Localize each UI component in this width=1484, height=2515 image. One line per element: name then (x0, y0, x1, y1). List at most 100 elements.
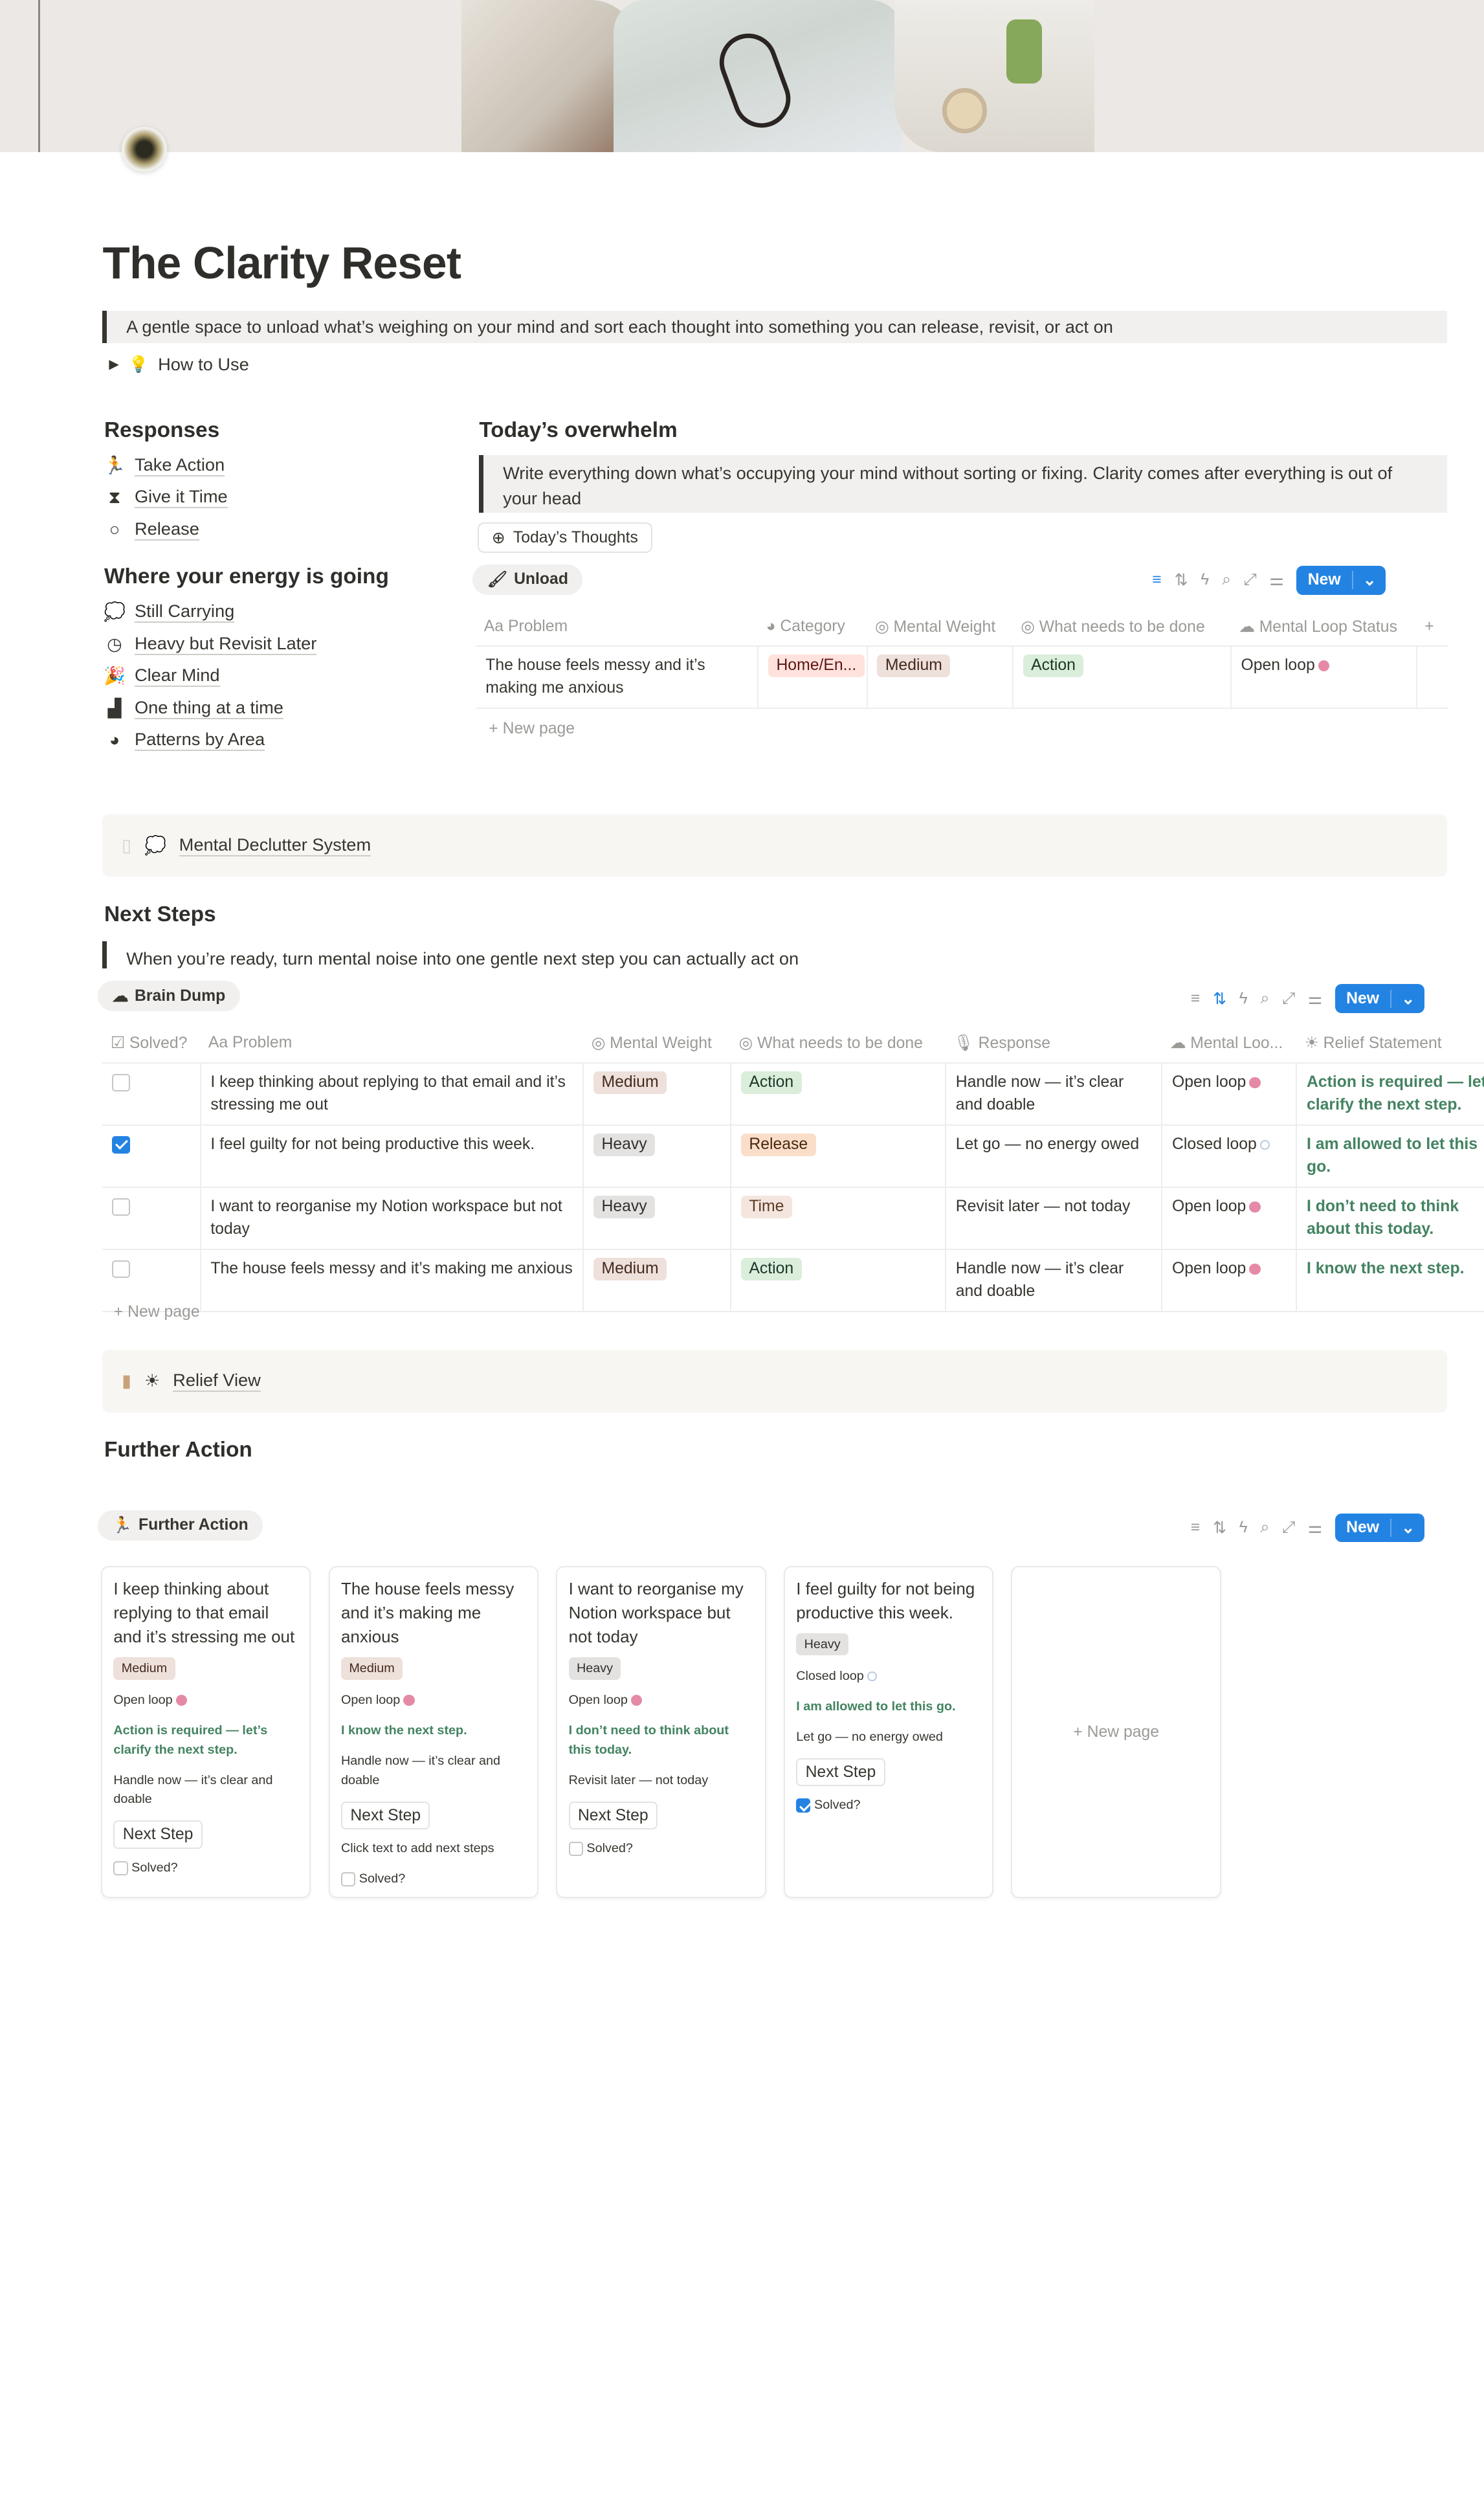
search-icon[interactable]: ⌕ (1260, 989, 1270, 1007)
filter-icon[interactable]: ≡ (1190, 1518, 1201, 1536)
new-page-button[interactable]: + New page (114, 1303, 200, 1321)
cell-response[interactable]: Revisit later — not today (944, 1186, 1162, 1249)
board-card[interactable]: The house feels messy and it’s making me… (328, 1566, 538, 1898)
cell-solved[interactable] (102, 1248, 201, 1313)
link-patterns[interactable]: ◕ Patterns by Area (104, 724, 441, 756)
lightning-icon[interactable]: ϟ (1201, 571, 1210, 589)
link-take-action[interactable]: 🏃 Take Action (104, 449, 441, 482)
col-solved[interactable]: ☑ Solved? (102, 1024, 200, 1062)
new-label[interactable]: New (1335, 989, 1392, 1008)
tab-further-action[interactable]: 🏃 Further Action (98, 1510, 263, 1541)
cell-solved[interactable] (102, 1062, 201, 1125)
solved-checkbox[interactable] (113, 1861, 128, 1875)
cell-problem[interactable]: I feel guilty for not being productive t… (199, 1124, 584, 1187)
cell-loop[interactable]: Open loop (1161, 1186, 1297, 1249)
chevron-down-icon[interactable]: ⌄ (1401, 1519, 1415, 1537)
next-step-button[interactable]: Next Step (340, 1801, 430, 1830)
link-give-it-time[interactable]: ⧗ Give it Time (104, 482, 441, 514)
solved-checkbox[interactable] (340, 1872, 356, 1887)
col-what-needs[interactable]: ◎ What needs to be done (731, 1024, 946, 1062)
cell-weight[interactable]: Medium (582, 1248, 731, 1313)
search-icon[interactable]: ⌕ (1260, 1518, 1270, 1536)
cell-todo[interactable]: Action (730, 1248, 946, 1313)
card-note[interactable]: Click text to add next steps (340, 1841, 494, 1856)
cell-loop[interactable]: Open loop (1161, 1248, 1297, 1313)
table-row[interactable]: I keep thinking about replying to that e… (102, 1062, 1484, 1125)
cell-problem[interactable]: I want to reorganise my Notion workspace… (199, 1186, 584, 1249)
expand-icon[interactable]: ⤢ (1282, 989, 1295, 1007)
card-solved[interactable]: Solved? (568, 1839, 754, 1859)
link-clear-mind[interactable]: 🎉 Clear Mind (104, 660, 441, 692)
new-page-button[interactable]: + New page (489, 720, 575, 738)
cell-weight[interactable]: Medium (582, 1062, 731, 1125)
tab-brain-dump[interactable]: ☁ Brain Dump (98, 981, 240, 1012)
new-button[interactable]: New ⌄ (1334, 1513, 1424, 1543)
solved-checkbox[interactable] (796, 1798, 811, 1813)
board-card[interactable]: I want to reorganise my Notion workspace… (556, 1566, 766, 1898)
table-row[interactable]: I want to reorganise my Notion workspace… (102, 1186, 1484, 1249)
lightning-icon[interactable]: ϟ (1239, 989, 1248, 1007)
cell-response[interactable]: Handle now — it’s clear and doable (944, 1062, 1162, 1125)
cell-relief[interactable]: I don’t need to think about this today. (1296, 1186, 1484, 1249)
col-problem[interactable]: Aa Problem (476, 607, 758, 645)
col-response[interactable]: 🎙 Response (946, 1024, 1162, 1062)
cell-loop[interactable]: Open loop (1230, 645, 1417, 709)
cell-weight[interactable]: Heavy (582, 1124, 731, 1187)
solved-checkbox[interactable] (112, 1136, 130, 1154)
cell-solved[interactable] (102, 1124, 201, 1187)
cell-response[interactable]: Let go — no energy owed (944, 1124, 1162, 1187)
solved-checkbox[interactable] (112, 1198, 130, 1216)
new-button[interactable]: New ⌄ (1296, 566, 1386, 595)
tab-unload[interactable]: 🖌 Unload (472, 564, 583, 595)
table-row[interactable]: The house feels messy and it’s making me… (476, 645, 1449, 709)
new-card[interactable]: + New page (1011, 1566, 1221, 1898)
cell-problem[interactable]: The house feels messy and it’s making me… (476, 645, 759, 709)
card-solved[interactable]: Solved? (340, 1870, 526, 1889)
page-icon[interactable] (122, 126, 167, 172)
solved-checkbox[interactable] (112, 1260, 130, 1279)
table-row[interactable]: The house feels messy and it’s making me… (102, 1248, 1484, 1313)
new-label[interactable]: New (1335, 1518, 1392, 1537)
settings-sliders-icon[interactable]: ⚌ (1269, 572, 1284, 590)
link-heavy-revisit[interactable]: ◷ Heavy but Revisit Later (104, 628, 441, 660)
todays-thoughts-button[interactable]: ⊕ Today’s Thoughts (477, 522, 652, 553)
link-still-carrying[interactable]: 💭 Still Carrying (104, 596, 441, 628)
cell-solved[interactable] (102, 1186, 201, 1249)
col-mental-weight[interactable]: ◎ Mental Weight (867, 607, 1013, 645)
lightning-icon[interactable]: ϟ (1239, 1518, 1248, 1536)
table-row[interactable]: I feel guilty for not being productive t… (102, 1124, 1484, 1187)
search-icon[interactable]: ⌕ (1222, 571, 1231, 589)
how-to-use-toggle[interactable]: ▶ 💡 How to Use (109, 354, 249, 375)
relief-view-link[interactable]: Relief View (173, 1370, 261, 1392)
board-card[interactable]: I keep thinking about replying to that e… (101, 1566, 311, 1898)
next-step-button[interactable]: Next Step (796, 1758, 885, 1787)
new-label[interactable]: New (1296, 571, 1353, 590)
new-button[interactable]: New ⌄ (1334, 984, 1424, 1013)
cell-loop[interactable]: Open loop (1161, 1062, 1297, 1125)
cell-relief[interactable]: I know the next step. (1296, 1248, 1484, 1313)
link-one-thing[interactable]: ▟ One thing at a time (104, 692, 441, 724)
cell-problem[interactable]: I keep thinking about replying to that e… (199, 1062, 584, 1125)
card-solved[interactable]: Solved? (796, 1796, 981, 1815)
cell-todo[interactable]: Release (730, 1124, 946, 1187)
expand-icon[interactable]: ⤢ (1282, 1518, 1295, 1536)
col-loop-status[interactable]: ☁ Mental Loop Status (1231, 607, 1417, 645)
cell-weight[interactable]: Heavy (582, 1186, 731, 1249)
col-mental-loop[interactable]: ☁ Mental Loo... (1162, 1024, 1296, 1062)
sort-icon[interactable]: ⇅ (1213, 990, 1226, 1008)
col-what-needs[interactable]: ◎ What needs to be done (1013, 607, 1231, 645)
next-step-button[interactable]: Next Step (568, 1801, 658, 1830)
chevron-down-icon[interactable]: ⌄ (1362, 572, 1377, 590)
triangle-right-icon[interactable]: ▶ (109, 357, 119, 372)
mental-declutter-link[interactable]: Mental Declutter System (179, 834, 371, 857)
col-problem[interactable]: Aa Problem (201, 1024, 584, 1062)
expand-icon[interactable]: ⤢ (1243, 571, 1257, 589)
cell-weight[interactable]: Medium (866, 645, 1013, 709)
link-release[interactable]: ○ Release (104, 513, 441, 546)
solved-checkbox[interactable] (568, 1841, 583, 1857)
col-mental-weight[interactable]: ◎ Mental Weight (583, 1024, 731, 1062)
next-step-button[interactable]: Next Step (113, 1820, 203, 1850)
add-column-icon[interactable]: + (1424, 617, 1434, 635)
board-card[interactable]: I feel guilty for not being productive t… (783, 1566, 994, 1898)
cell-loop[interactable]: Closed loop (1161, 1124, 1297, 1187)
